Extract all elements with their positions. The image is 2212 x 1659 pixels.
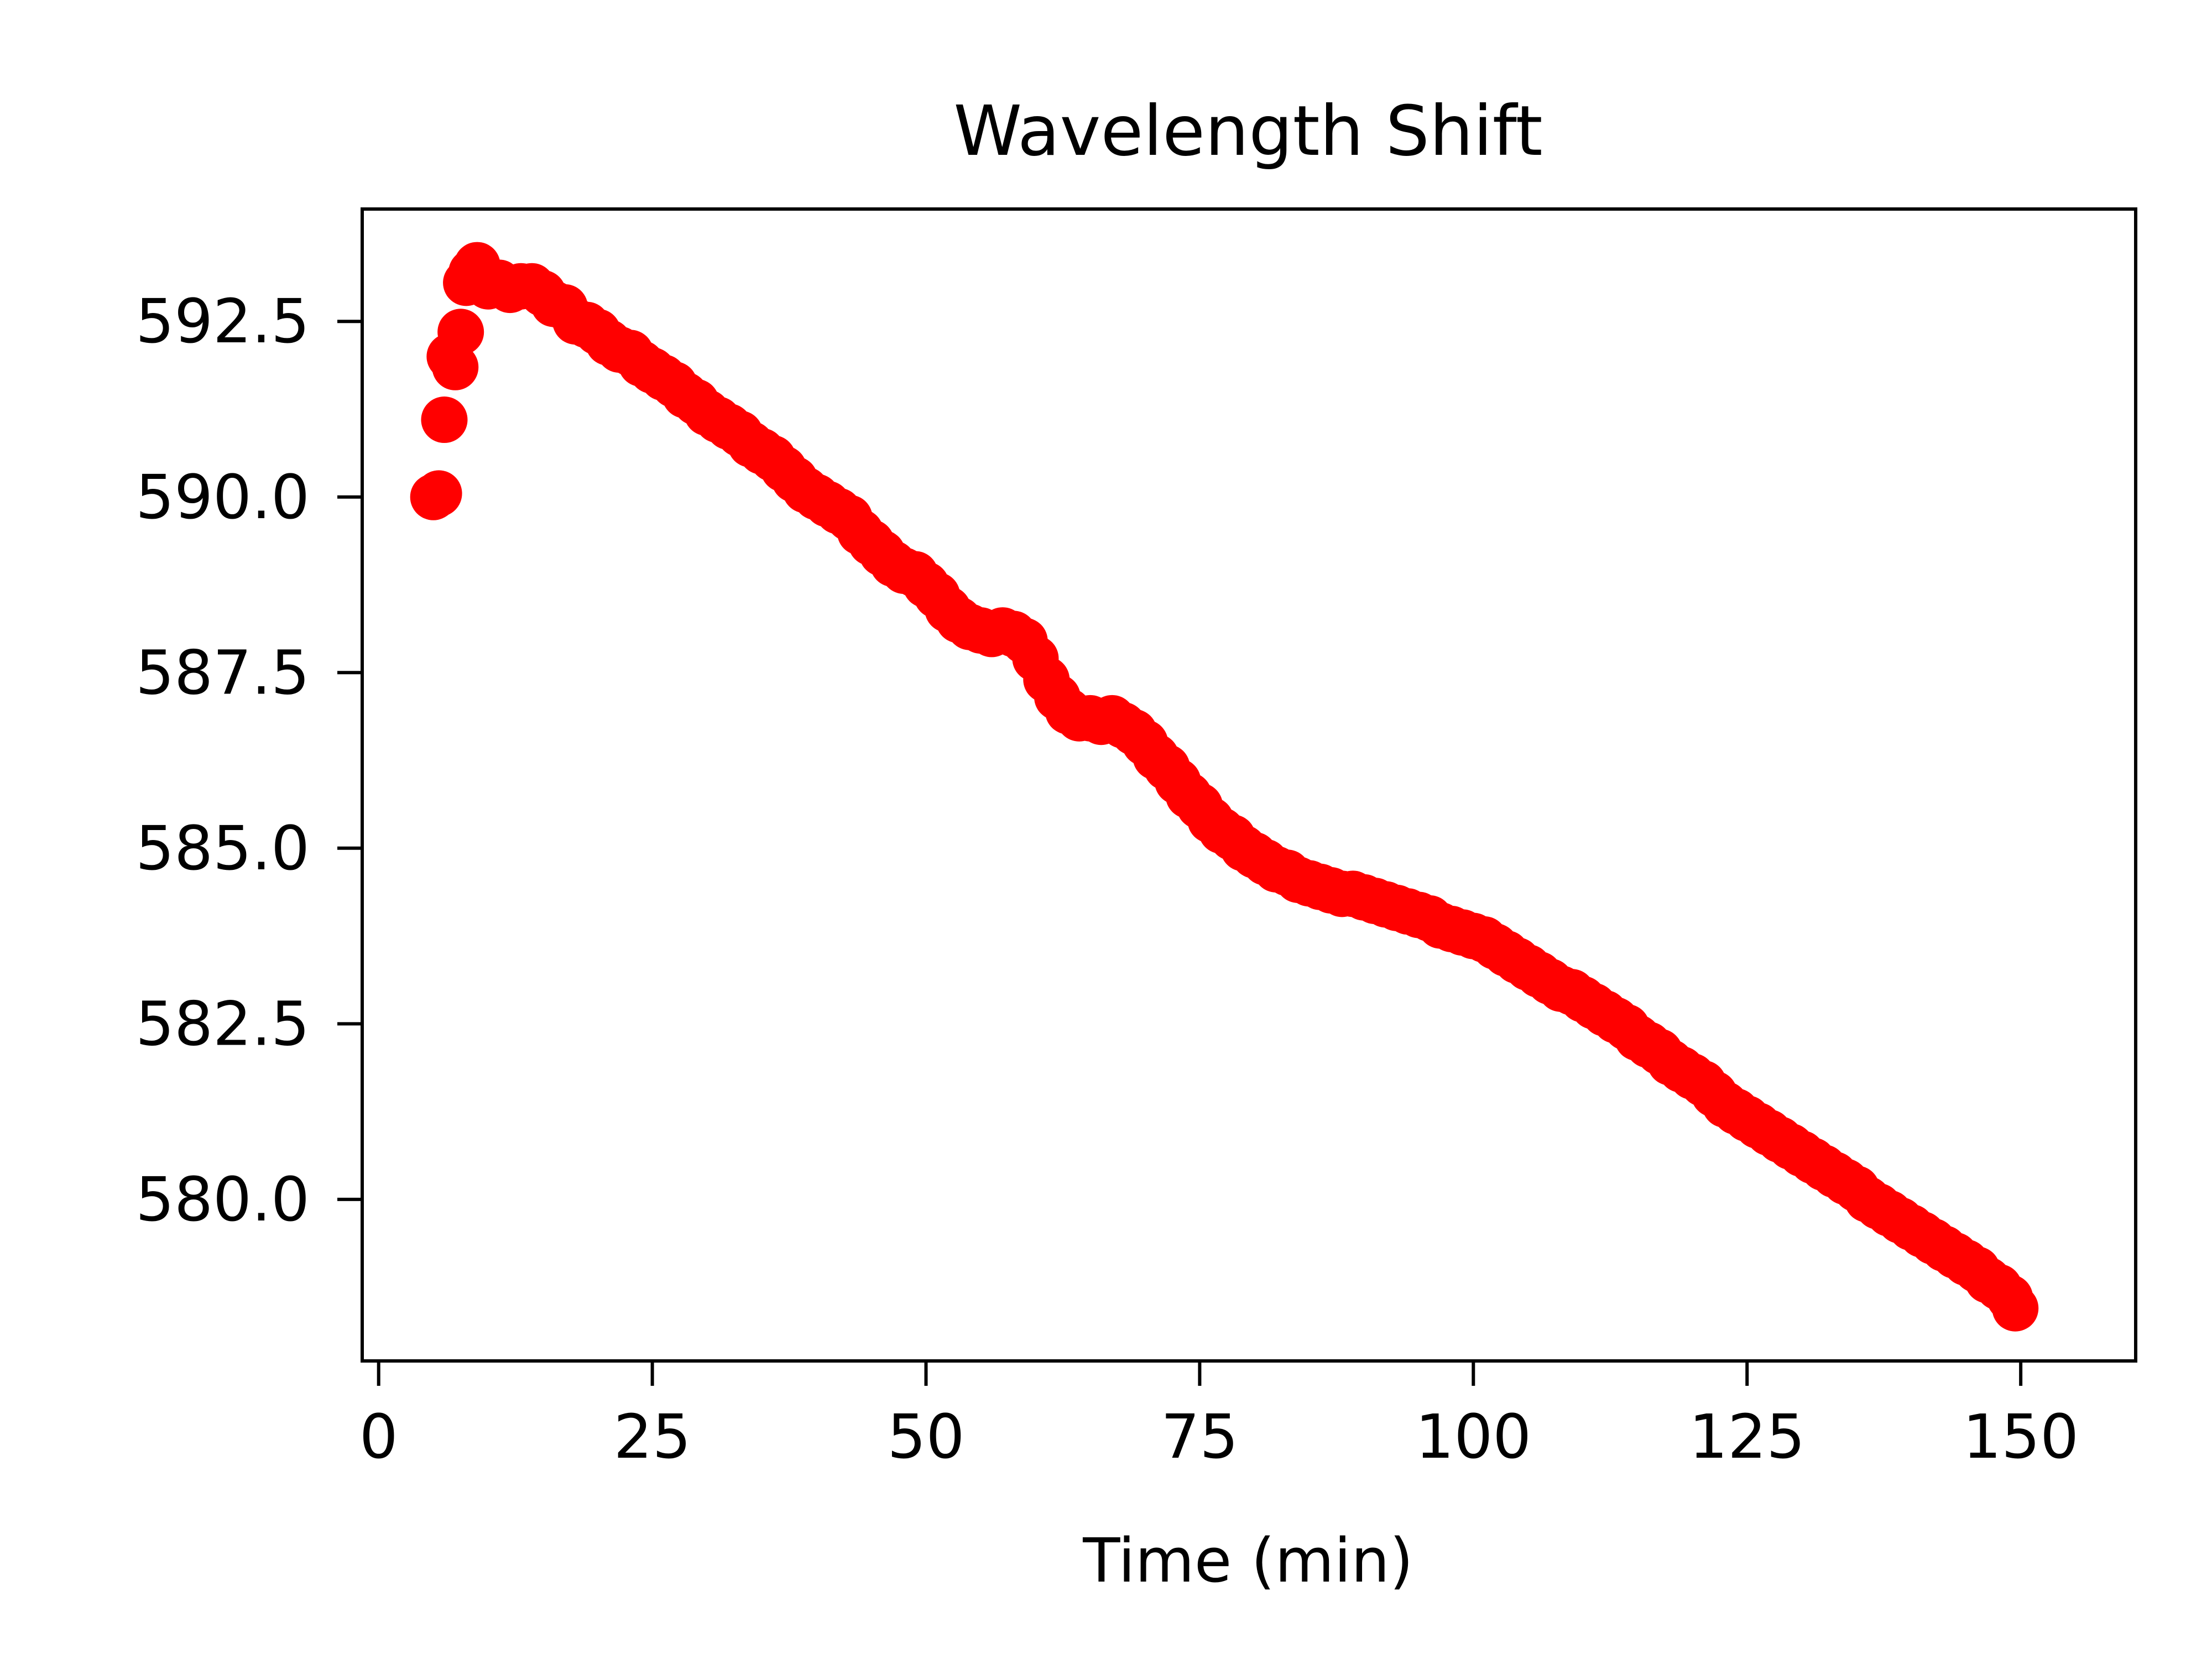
chart-title: Wavelength Shift (953, 91, 1542, 171)
data-point (432, 343, 479, 390)
plot-frame (361, 207, 2137, 1363)
data-point (437, 309, 484, 356)
x-tick-label: 150 (1963, 1401, 2079, 1472)
y-tick-label: 582.5 (135, 988, 310, 1059)
x-axis-label: Time (min) (1082, 1525, 1413, 1596)
x-tick-label: 75 (1161, 1401, 1238, 1472)
x-tick-label: 100 (1415, 1401, 1531, 1472)
y-tick-label: 592.5 (135, 286, 310, 357)
y-tick-label: 590.0 (135, 462, 310, 533)
x-tick-label: 0 (359, 1401, 398, 1472)
x-axis: 0 25 50 75 100 125 150 (359, 1361, 2079, 1472)
y-axis: 580.0 582.5 585.0 587.5 590.0 592.5 (135, 286, 362, 1235)
data-points (410, 242, 2039, 1332)
data-point (415, 470, 462, 517)
y-tick-label: 585.0 (135, 813, 310, 884)
x-tick-label: 50 (888, 1401, 965, 1472)
data-point (1992, 1285, 2039, 1332)
y-tick-label: 587.5 (135, 637, 310, 708)
x-tick-label: 25 (614, 1401, 691, 1472)
y-tick-label: 580.0 (135, 1164, 310, 1235)
data-point (421, 397, 468, 444)
x-tick-label: 125 (1689, 1401, 1805, 1472)
